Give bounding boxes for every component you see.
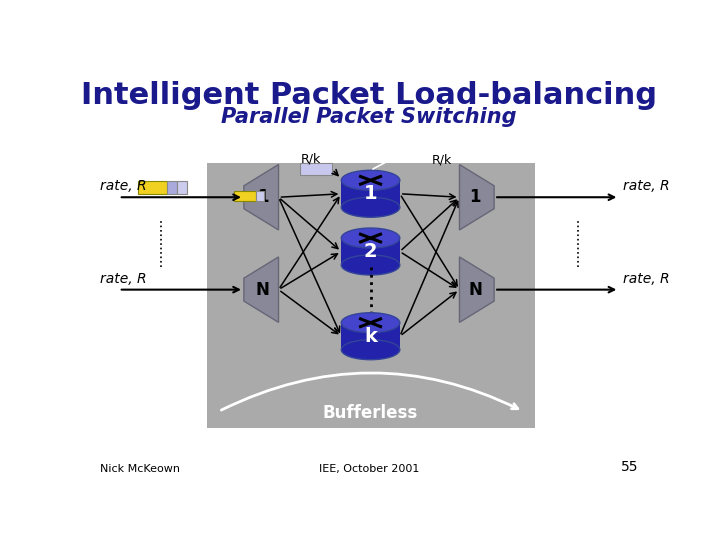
Bar — [177, 181, 187, 194]
Text: N: N — [468, 281, 482, 299]
Text: Nick McKeown: Nick McKeown — [99, 464, 179, 475]
Bar — [256, 191, 264, 201]
Ellipse shape — [341, 228, 400, 248]
Text: 2: 2 — [364, 242, 377, 261]
Bar — [300, 164, 332, 175]
Ellipse shape — [341, 255, 400, 275]
Text: 1: 1 — [364, 184, 377, 203]
Bar — [207, 163, 534, 428]
Polygon shape — [341, 180, 400, 207]
Text: rate, R: rate, R — [99, 179, 146, 193]
Text: 55: 55 — [621, 461, 639, 475]
Text: Router: Router — [398, 143, 444, 157]
Text: rate, R: rate, R — [623, 272, 670, 286]
Text: R/k: R/k — [432, 154, 452, 167]
Bar — [138, 181, 167, 194]
Text: Parallel Packet Switching: Parallel Packet Switching — [221, 107, 517, 127]
Bar — [167, 181, 177, 194]
Text: IEE, October 2001: IEE, October 2001 — [319, 464, 419, 475]
Polygon shape — [244, 165, 279, 230]
Bar — [234, 191, 256, 201]
Polygon shape — [244, 257, 279, 322]
Text: 1: 1 — [469, 188, 481, 206]
Text: k: k — [364, 327, 377, 346]
Ellipse shape — [341, 313, 400, 333]
Polygon shape — [341, 238, 400, 265]
Text: rate, R: rate, R — [99, 272, 146, 286]
Ellipse shape — [341, 197, 400, 217]
Text: 1: 1 — [257, 188, 269, 206]
Text: rate, R: rate, R — [623, 179, 670, 193]
Text: N: N — [256, 281, 270, 299]
Polygon shape — [459, 165, 494, 230]
Ellipse shape — [341, 340, 400, 360]
Text: Intelligent Packet Load-balancing: Intelligent Packet Load-balancing — [81, 81, 657, 110]
Text: R/k: R/k — [301, 152, 321, 165]
Polygon shape — [341, 323, 400, 350]
Polygon shape — [459, 257, 494, 322]
Ellipse shape — [341, 170, 400, 190]
Text: Bufferless: Bufferless — [323, 404, 418, 422]
